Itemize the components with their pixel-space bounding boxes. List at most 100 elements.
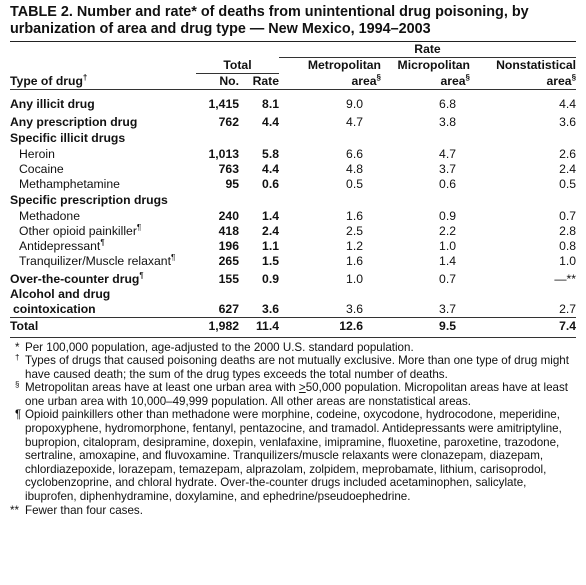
row-label-text: Heroin <box>19 146 55 161</box>
cell-nonstat: —** <box>554 271 577 286</box>
table-row: Other opioid painkiller¶ 418 2.4 2.5 2.2 2.8 <box>10 222 577 239</box>
cell-micro: 1.0 <box>439 238 456 253</box>
header-row-1: Rate <box>10 42 577 58</box>
cell-micro: 1.4 <box>439 253 456 268</box>
cell-nonstat: 2.6 <box>559 146 577 161</box>
cell-micro: 0.7 <box>439 271 456 286</box>
table-row: Any illicit drug 1,415 8.1 9.0 6.8 4.4 <box>10 94 576 112</box>
metro-header-line1: Metropolitan <box>307 58 381 72</box>
data-table: Rate Total Metropolitan Micropolitan Non… <box>10 42 577 334</box>
cell-rate: 8.1 <box>262 96 279 111</box>
row-label-text: Methadone <box>19 208 80 223</box>
cell-micro: 2.2 <box>439 223 456 238</box>
cell-metro: 4.8 <box>346 161 363 176</box>
cell-count: 196 <box>218 238 239 253</box>
table-document: TABLE 2. Number and rate* of deaths from… <box>10 0 577 518</box>
total-row: Total 1,982 11.4 12.6 9.5 7.4 <box>10 316 577 334</box>
cell-nonstat: 4.4 <box>559 96 577 111</box>
nonstat-header-line2: area§ <box>470 72 577 89</box>
row-label-text: Alcohol and drug <box>10 286 111 301</box>
rate-group-header: Rate <box>279 42 577 58</box>
cell-metro: 1.6 <box>346 253 363 268</box>
row-label-mark: ¶ <box>136 222 142 232</box>
top-rule <box>10 41 576 42</box>
cell-micro: 3.7 <box>439 301 456 316</box>
cell-metro: 6.6 <box>346 146 363 161</box>
nonstat-header-line1: Nonstatistical <box>496 58 577 72</box>
nonstat-area-mark: § <box>571 72 577 82</box>
no-header: No. <box>219 73 239 88</box>
nonstat-area-label: area <box>546 73 572 88</box>
cell-metro: 1.2 <box>346 238 363 253</box>
footnote-pilcrow: ¶ Opioid painkillers other than methadone… <box>10 408 576 503</box>
cell-metro: 3.6 <box>346 301 363 316</box>
section-row: Specific illicit drugs <box>10 130 576 147</box>
row-label-text: Other opioid painkiller <box>19 223 137 238</box>
cell-metro: 0.5 <box>346 176 363 191</box>
type-of-drug-mark: † <box>82 72 88 82</box>
footnote-star: * Per 100,000 population, age-adjusted to… <box>10 341 576 355</box>
row-label-text: Methamphetamine <box>19 176 120 191</box>
footnote-star-mark: * <box>15 340 20 354</box>
cell-rate: 1.4 <box>262 208 279 223</box>
cell-rate: 3.6 <box>262 301 279 316</box>
row-label: Other opioid painkiller¶ <box>10 222 196 239</box>
cell-metro: 1.0 <box>346 271 363 286</box>
cell-rate: 4.4 <box>262 114 279 129</box>
cell-micro: 0.9 <box>439 208 456 223</box>
section-heading: Specific illicit drugs <box>10 130 126 145</box>
table-row: Alcohol and drug cointoxication 627 3.6 3.6 3… <box>10 287 576 318</box>
cell-metro: 9.0 <box>346 96 363 111</box>
footnote-star-text: Per 100,000 population, age-adjusted to … <box>25 340 414 354</box>
row-label-mark: ¶ <box>170 252 176 262</box>
metro-header-line2: area§ <box>279 73 381 89</box>
footnotes: * Per 100,000 population, age-adjusted to… <box>10 336 576 518</box>
table-row: Cocaine 763 4.4 4.8 3.7 2.4 <box>10 162 576 177</box>
cell-count: 763 <box>218 161 239 176</box>
header-row-3: Type of drug† No. Rate area§ area§ area§ <box>10 73 576 89</box>
footnote-section-text-b: 50,000 population. Micropolitan areas ha… <box>25 381 569 408</box>
cell-rate: 1.5 <box>262 253 279 268</box>
cell-count: 1,013 <box>208 146 240 161</box>
cell-count: 240 <box>218 208 239 223</box>
section-heading: Specific prescription drugs <box>10 192 168 207</box>
cell-count: 265 <box>218 253 239 268</box>
table-body: Any illicit drug 1,415 8.1 9.0 6.8 4.4 Any pre… <box>10 94 577 334</box>
table-row: Over-the-counter drug¶ 155 0.9 1.0 0.7 —** <box>10 269 576 287</box>
cell-count: 627 <box>218 301 239 316</box>
total-group-header: Total <box>196 57 279 74</box>
cell-rate: 0.6 <box>262 176 279 191</box>
footnote-double-star-text: Fewer than four cases. <box>25 503 143 517</box>
row-label-mark: ¶ <box>139 270 144 280</box>
cell-micro: 3.8 <box>439 114 456 129</box>
table-title-line-1: TABLE 2. Number and rate* of deaths from… <box>10 4 529 20</box>
cell-nonstat: 3.6 <box>559 114 577 129</box>
type-of-drug-header: Type of drug† <box>10 73 196 89</box>
cell-micro: 3.7 <box>439 161 456 176</box>
total-rate: 11.4 <box>239 316 279 334</box>
cell-micro: 4.7 <box>439 146 456 161</box>
total-label: Total <box>10 316 196 334</box>
total-micro: 9.5 <box>381 316 470 334</box>
table-row: Heroin 1,013 5.8 6.6 4.7 2.6 <box>10 147 576 162</box>
cell-rate: 2.4 <box>262 223 279 238</box>
row-label-text: Antidepressant <box>19 238 101 253</box>
cell-count: 1,415 <box>208 96 240 111</box>
footnote-pilcrow-mark: ¶ <box>15 408 22 422</box>
table-title: TABLE 2. Number and rate* of deaths from… <box>10 4 576 38</box>
cell-metro: 1.6 <box>346 208 363 223</box>
row-label: Over-the-counter drug¶ <box>10 269 196 287</box>
total-nonstat: 7.4 <box>470 316 577 334</box>
cell-micro: 0.6 <box>439 176 456 191</box>
table-row: Tranquilizer/Muscle relaxant¶ 265 1.5 1.6 1.… <box>10 252 576 269</box>
row-label: Any illicit drug <box>10 94 196 112</box>
cell-nonstat: 2.8 <box>559 223 577 238</box>
row-label-text: Any prescription drug <box>10 114 138 129</box>
cell-metro: 2.5 <box>346 223 363 238</box>
cell-metro: 4.7 <box>346 114 363 129</box>
row-label-text: Cocaine <box>19 161 64 176</box>
table-title-line-2: urbanization of area and drug type — New… <box>10 21 431 37</box>
row-label: Methamphetamine <box>10 177 196 192</box>
section-row: Specific prescription drugs <box>10 192 576 209</box>
cell-nonstat: 0.5 <box>559 176 577 191</box>
